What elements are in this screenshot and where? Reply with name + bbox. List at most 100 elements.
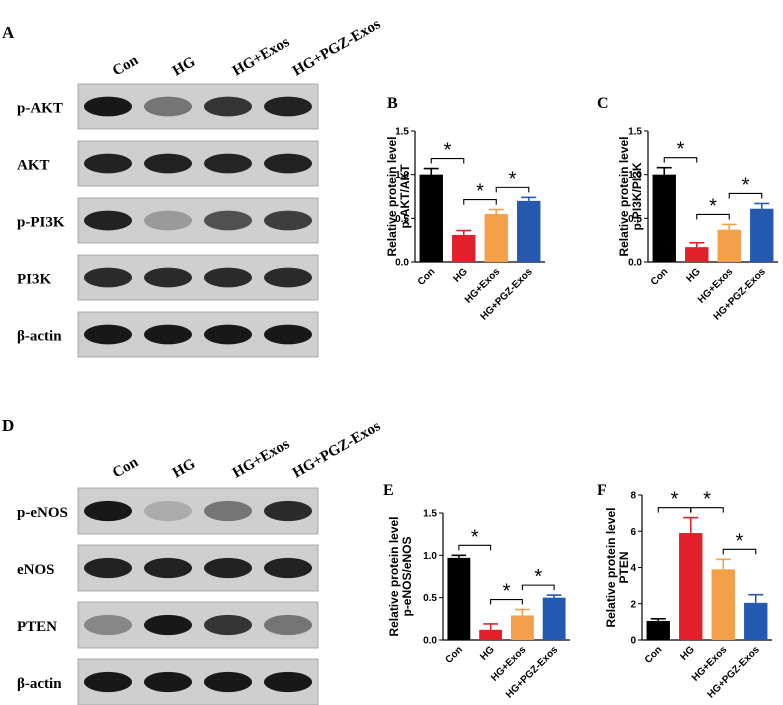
x-tick-label-hg: HG: [678, 644, 697, 663]
band-pten-lane-1: [84, 614, 132, 636]
y-tick-label: 1.0: [628, 170, 642, 181]
bar-hg-pgz-exos: [542, 597, 566, 640]
panel-letter-a: A: [2, 23, 15, 42]
y-tick-label: 0.0: [423, 636, 437, 647]
x-tick-label-con: Con: [443, 644, 465, 666]
significance-star: *: [709, 195, 717, 217]
band-actin-lane-4: [264, 671, 312, 693]
band-p-pi3k-lane-1: [84, 210, 132, 231]
blot-row-label-pten: PTEN: [17, 619, 57, 635]
x-tick-label-con: Con: [643, 644, 665, 666]
band-p-akt-lane-1: [84, 96, 132, 117]
band-pten-lane-4: [264, 614, 312, 636]
blot-row-label-p-enos: p-eNOS: [17, 505, 68, 521]
significance-bracket: [463, 199, 497, 205]
x-tick-label-hg: HG: [451, 266, 470, 285]
blot-row-label-akt: AKT: [17, 158, 50, 174]
lane-label-hg: HG: [170, 456, 198, 482]
band-actin-lane-1: [84, 671, 132, 693]
y-tick-label: 1.0: [395, 170, 409, 181]
significance-bracket: [690, 507, 724, 513]
lane-label-con: Con: [110, 52, 142, 80]
y-axis-sublabel: p-AKT/AKT: [398, 164, 412, 229]
lane-label-hg-pgz-exos: HG+PGZ-Exos: [290, 418, 383, 481]
y-tick-label: 0.0: [628, 258, 642, 269]
bar-hg: [685, 247, 709, 262]
significance-star: *: [671, 489, 679, 511]
band-akt-lane-4: [264, 153, 312, 174]
significance-star: *: [534, 566, 542, 588]
bar-hg-pgz-exos: [517, 200, 541, 262]
y-tick-label: 2: [630, 599, 636, 610]
band-p-akt-lane-3: [204, 96, 252, 117]
x-tick-label-con: Con: [416, 266, 438, 288]
y-axis-sublabel: PTEN: [617, 551, 631, 583]
significance-star: *: [703, 489, 711, 511]
x-tick-label-hg: HG: [684, 266, 703, 285]
significance-star: *: [677, 139, 685, 161]
lane-label-hg-exos: HG+Exos: [230, 34, 292, 79]
blot-row-label-enos: eNOS: [17, 562, 55, 578]
blot-row-label-p-pi3k: p-PI3K: [17, 215, 65, 231]
band-p-akt-lane-2: [144, 96, 192, 117]
significance-bracket: [696, 213, 730, 220]
significance-bracket: [430, 158, 465, 164]
band-enos-lane-3: [204, 557, 252, 579]
band-enos-lane-4: [264, 557, 312, 579]
band-pi3k-lane-4: [264, 267, 312, 288]
y-axis-label: Relative protein level: [387, 516, 401, 636]
significance-bracket: [728, 192, 763, 199]
y-axis-label: Relative protein level: [604, 507, 618, 627]
band-actin-lane-1: [84, 324, 132, 345]
bar-con: [652, 174, 676, 262]
y-tick-label: 1.5: [628, 127, 642, 138]
band-pi3k-lane-2: [144, 267, 192, 288]
bar-chart-p-enos: Relative protein level p-eNOS/eNOS 0.0 0.5 1…: [387, 509, 570, 701]
y-tick-label: 1.5: [423, 509, 437, 520]
y-axis-label: Relative protein level: [385, 136, 399, 256]
panel-letter-c: C: [597, 95, 609, 112]
significance-bracket: [722, 548, 757, 555]
y-tick-label: 1.0: [423, 551, 437, 562]
bar-chart-p-akt: Relative protein level p-AKT/AKT 0.0 0.5 1.0…: [385, 127, 545, 323]
bar-hg-exos: [484, 213, 508, 262]
y-tick-label: 0: [630, 636, 636, 647]
significance-bracket: [458, 544, 492, 551]
band-actin-lane-3: [204, 324, 252, 345]
band-p-enos-lane-2: [144, 500, 192, 522]
band-p-pi3k-lane-3: [204, 210, 252, 231]
band-akt-lane-1: [84, 153, 132, 174]
blot-row-label-actin: β-actin: [17, 329, 62, 345]
blot-row-label-actin: β-actin: [17, 676, 62, 692]
bar-hg: [679, 533, 703, 640]
significance-bracket: [663, 157, 698, 163]
band-actin-lane-2: [144, 671, 192, 693]
x-tick-label-hg: HG: [478, 644, 497, 663]
lane-label-hg: HG: [170, 54, 198, 80]
band-p-akt-lane-4: [264, 96, 312, 117]
y-tick-label: 0.5: [423, 593, 437, 604]
y-axis-sublabel: p-PI3K/PI3K: [630, 162, 644, 230]
band-akt-lane-3: [204, 153, 252, 174]
y-tick-label: 1.5: [395, 127, 409, 138]
bar-hg-pgz-exos: [744, 602, 768, 640]
band-p-enos-lane-4: [264, 500, 312, 522]
bar-hg: [452, 234, 476, 262]
significance-star: *: [509, 168, 517, 190]
panel-letter-b: B: [387, 95, 398, 112]
band-pten-lane-2: [144, 614, 192, 636]
significance-bracket: [490, 598, 523, 605]
band-p-pi3k-lane-2: [144, 210, 192, 231]
bar-con: [447, 557, 471, 640]
band-enos-lane-2: [144, 557, 192, 579]
band-pten-lane-3: [204, 614, 252, 636]
bar-con: [646, 620, 670, 640]
y-tick-label: 0.5: [628, 214, 642, 225]
band-pi3k-lane-1: [84, 267, 132, 288]
band-actin-lane-4: [264, 324, 312, 345]
x-tick-label-con: Con: [649, 266, 671, 288]
bar-hg-exos: [711, 569, 735, 640]
